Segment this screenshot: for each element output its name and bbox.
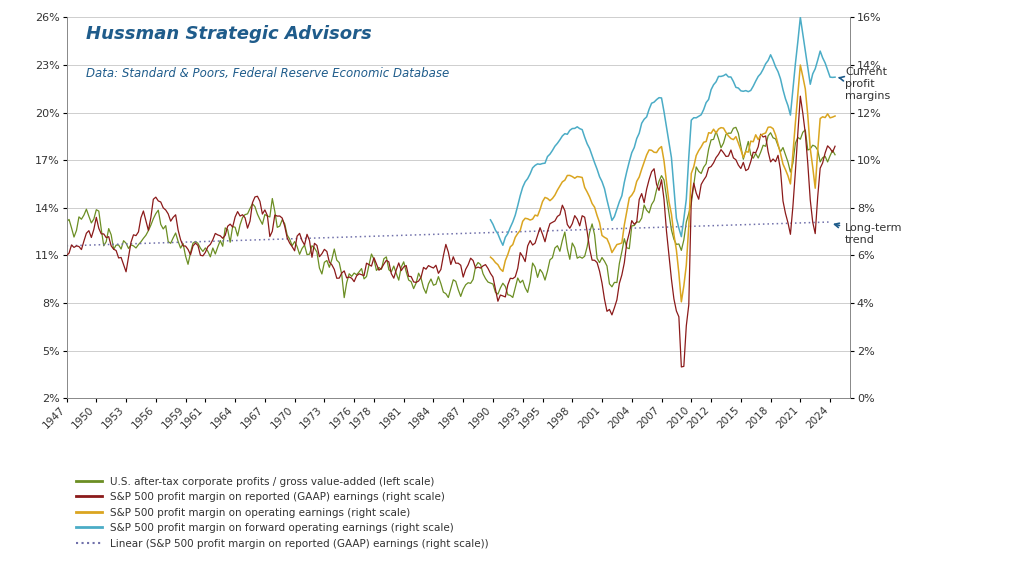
Text: Hussman Strategic Advisors: Hussman Strategic Advisors [86,25,372,43]
Text: Long-term
trend: Long-term trend [835,223,902,245]
Text: Data: Standard & Poors, Federal Reserve Economic Database: Data: Standard & Poors, Federal Reserve … [86,67,450,80]
Legend: U.S. after-tax corporate profits / gross value-added (left scale), S&P 500 profi: U.S. after-tax corporate profits / gross… [72,473,494,553]
Text: Current
profit
margins: Current profit margins [839,68,890,100]
